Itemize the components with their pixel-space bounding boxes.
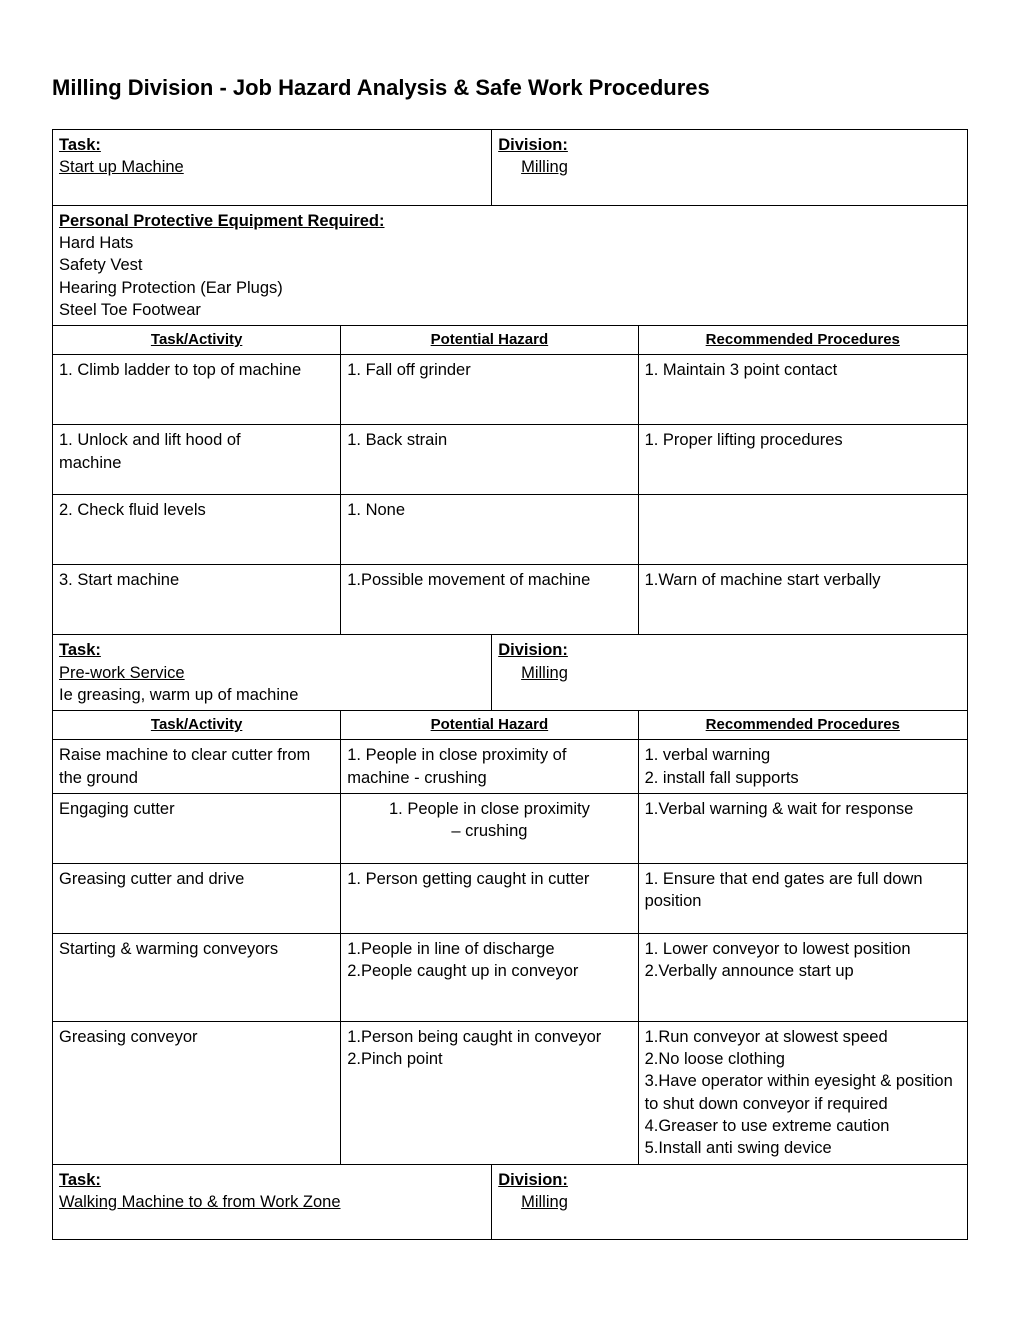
division-cell: Division: Milling bbox=[492, 130, 968, 206]
page-title: Milling Division - Job Hazard Analysis &… bbox=[52, 75, 968, 101]
task-value: Pre-work Service bbox=[59, 664, 185, 682]
column-header-procedures: Recommended Procedures bbox=[638, 326, 967, 355]
task-extra: Ie greasing, warm up of machine bbox=[59, 686, 298, 704]
division-cell: Division: Milling bbox=[492, 635, 968, 711]
task-activity-cell: 3. Start machine bbox=[53, 565, 341, 635]
task-activity-cell: Engaging cutter bbox=[53, 793, 341, 863]
ppe-label: Personal Protective Equipment Required: bbox=[59, 212, 385, 230]
column-header-task: Task/Activity bbox=[53, 711, 341, 740]
hazard-cell: 1. People in close proximity of machine … bbox=[341, 740, 638, 794]
task-cell: Task: Pre-work Service Ie greasing, warm… bbox=[53, 635, 492, 711]
procedure-cell bbox=[638, 495, 967, 565]
task-activity-cell: 1. Climb ladder to top of machine bbox=[53, 355, 341, 425]
ppe-item: Hearing Protection (Ear Plugs) bbox=[59, 279, 283, 297]
procedure-cell: 1. Proper lifting procedures bbox=[638, 425, 967, 495]
hazard-cell: 1. People in close proximity – crushing bbox=[341, 793, 638, 863]
division-cell: Division: Milling bbox=[492, 1164, 968, 1240]
division-label: Division: bbox=[498, 136, 568, 154]
procedure-cell: 1.Verbal warning & wait for response bbox=[638, 793, 967, 863]
ppe-cell: Personal Protective Equipment Required: … bbox=[53, 205, 968, 325]
hazard-cell: 1. Back strain bbox=[341, 425, 638, 495]
task-label: Task: bbox=[59, 1171, 101, 1189]
procedure-cell: 1. verbal warning 2. install fall suppor… bbox=[638, 740, 967, 794]
task-value: Walking Machine to & from Work Zone bbox=[59, 1193, 341, 1211]
hazard-cell: 1.Possible movement of machine bbox=[341, 565, 638, 635]
task-activity-cell: Greasing conveyor bbox=[53, 1021, 341, 1164]
column-header-hazard: Potential Hazard bbox=[341, 326, 638, 355]
procedure-cell: 1. Lower conveyor to lowest position 2.V… bbox=[638, 933, 967, 1021]
task-activity-cell: Raise machine to clear cutter from the g… bbox=[53, 740, 341, 794]
task-activity-cell: 2. Check fluid levels bbox=[53, 495, 341, 565]
task-cell: Task: Walking Machine to & from Work Zon… bbox=[53, 1164, 492, 1240]
task-activity-cell: Starting & warming conveyors bbox=[53, 933, 341, 1021]
hazard-cell: 1. None bbox=[341, 495, 638, 565]
division-label: Division: bbox=[498, 641, 568, 659]
task-activity-cell: 1. Unlock and lift hood of machine bbox=[53, 425, 341, 495]
division-value: Milling bbox=[521, 158, 568, 176]
ppe-item: Safety Vest bbox=[59, 256, 142, 274]
ppe-item: Hard Hats bbox=[59, 234, 133, 252]
division-value: Milling bbox=[521, 664, 568, 682]
column-header-procedures: Recommended Procedures bbox=[638, 711, 967, 740]
hazard-cell: 1.Person being caught in conveyor 2.Pinc… bbox=[341, 1021, 638, 1164]
procedure-cell: 1.Warn of machine start verbally bbox=[638, 565, 967, 635]
division-label: Division: bbox=[498, 1171, 568, 1189]
procedure-cell: 1. Ensure that end gates are full down p… bbox=[638, 863, 967, 933]
task-activity-cell: Greasing cutter and drive bbox=[53, 863, 341, 933]
hazard-cell: 1.People in line of discharge 2.People c… bbox=[341, 933, 638, 1021]
ppe-item: Steel Toe Footwear bbox=[59, 301, 201, 319]
column-header-task: Task/Activity bbox=[53, 326, 341, 355]
task-cell: Task: Start up Machine bbox=[53, 130, 492, 206]
hazard-analysis-table: Task: Start up Machine Division: Milling… bbox=[52, 129, 968, 1240]
task-label: Task: bbox=[59, 136, 101, 154]
hazard-cell: 1. Person getting caught in cutter bbox=[341, 863, 638, 933]
task-value: Start up Machine bbox=[59, 158, 184, 176]
task-label: Task: bbox=[59, 641, 101, 659]
hazard-cell: 1. Fall off grinder bbox=[341, 355, 638, 425]
division-value: Milling bbox=[521, 1193, 568, 1211]
procedure-cell: 1.Run conveyor at slowest speed 2.No loo… bbox=[638, 1021, 967, 1164]
column-header-hazard: Potential Hazard bbox=[341, 711, 638, 740]
procedure-cell: 1. Maintain 3 point contact bbox=[638, 355, 967, 425]
